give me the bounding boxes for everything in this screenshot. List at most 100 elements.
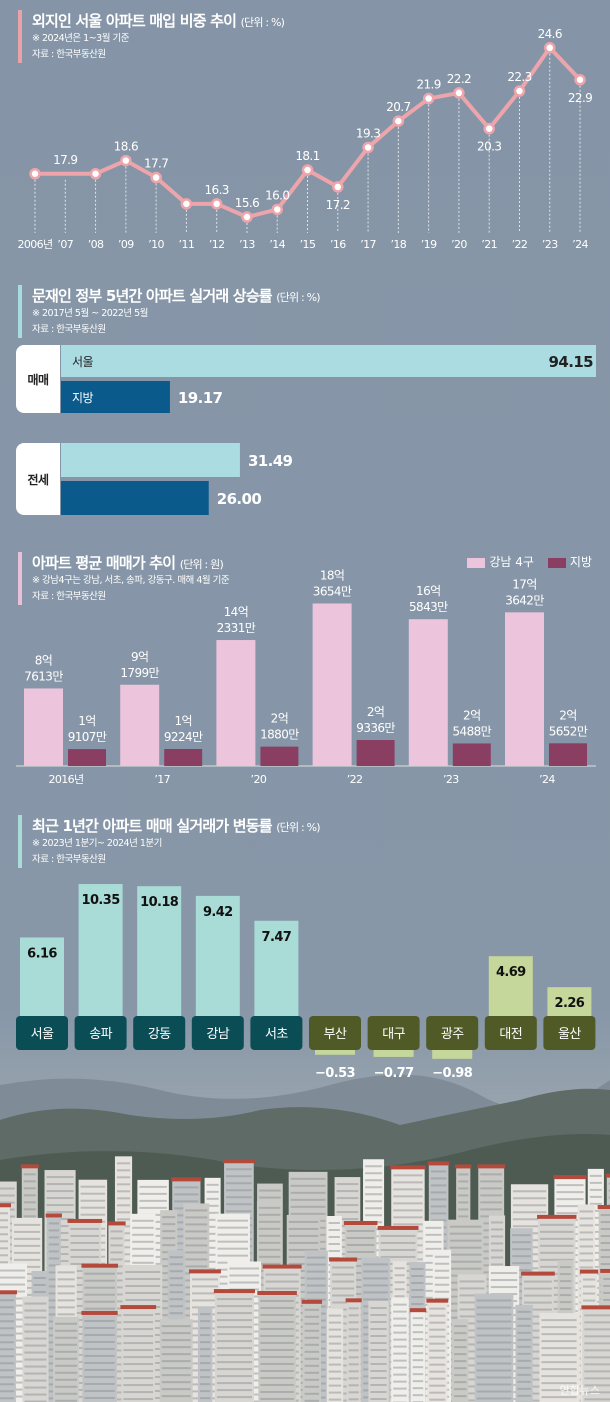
building-windows	[199, 1383, 211, 1386]
building-windows	[46, 1176, 74, 1179]
building-windows	[48, 1243, 59, 1246]
building-windows	[348, 1356, 359, 1359]
building-windows	[0, 1283, 26, 1286]
building	[346, 1301, 361, 1402]
building-windows	[412, 1324, 424, 1327]
building-windows	[348, 1314, 359, 1317]
building-windows	[411, 1268, 424, 1271]
building-windows	[304, 1364, 320, 1367]
bar-value-label: 10.18	[140, 895, 179, 910]
building-windows	[584, 1321, 610, 1324]
building-windows	[584, 1314, 610, 1317]
building-windows	[434, 1283, 450, 1286]
building-windows	[393, 1216, 423, 1219]
building	[214, 1292, 254, 1402]
building-windows	[304, 1308, 320, 1311]
building-windows	[260, 1320, 294, 1323]
building-windows	[24, 1302, 47, 1305]
building-windows	[512, 1276, 531, 1279]
building-windows	[380, 1234, 416, 1237]
building-windows	[411, 1282, 424, 1285]
bar-gangnam	[120, 684, 160, 766]
building-windows	[449, 1225, 482, 1228]
building-windows	[328, 1391, 342, 1394]
data-point	[271, 203, 283, 216]
building-windows	[288, 1290, 319, 1293]
building-windows	[216, 1333, 252, 1336]
building-windows	[55, 1343, 78, 1346]
building-windows	[23, 1180, 36, 1183]
building-windows	[290, 1198, 326, 1201]
bar-value-label: 9336만	[356, 721, 395, 735]
building-windows	[393, 1352, 407, 1355]
data-point	[332, 181, 344, 193]
building-windows	[185, 1223, 208, 1226]
building-windows	[411, 1275, 424, 1278]
building-windows	[0, 1219, 8, 1222]
building-windows	[123, 1342, 154, 1345]
building-windows	[206, 1190, 219, 1193]
building-windows	[434, 1276, 450, 1279]
building-windows	[57, 1306, 75, 1309]
building-windows	[348, 1377, 359, 1380]
building-windows	[328, 1335, 342, 1338]
building-windows	[476, 1299, 512, 1302]
building-windows	[123, 1349, 154, 1352]
building-windows	[512, 1204, 547, 1207]
chart2-header: 문재인 정부 5년간 아파트 실거래 상승률 (단위 : %) ※ 2017년 …	[18, 285, 321, 338]
building-windows	[429, 1370, 446, 1373]
building-windows	[370, 1348, 387, 1351]
building-windows	[169, 1256, 183, 1259]
building-windows	[123, 1314, 154, 1317]
building-windows	[123, 1377, 154, 1380]
building-windows	[185, 1209, 208, 1212]
building-windows	[24, 1309, 47, 1312]
building-windows	[412, 1394, 424, 1397]
building-windows	[393, 1373, 407, 1376]
building-windows	[55, 1329, 78, 1332]
building-windows	[480, 1180, 503, 1183]
category-label: 대구	[382, 1027, 405, 1042]
category-box	[16, 443, 60, 515]
building-windows	[600, 1221, 610, 1224]
building-windows	[84, 1293, 115, 1296]
building-windows	[174, 1200, 199, 1203]
building-roof	[107, 1221, 126, 1226]
building-windows	[608, 1196, 610, 1199]
building-windows	[434, 1290, 450, 1293]
building-windows	[116, 1169, 131, 1172]
building-windows	[589, 1230, 602, 1233]
building-windows	[434, 1269, 450, 1272]
building-windows	[393, 1209, 423, 1212]
building-windows	[332, 1273, 355, 1276]
data-point	[513, 85, 526, 97]
building-windows	[363, 1277, 389, 1280]
data-point	[574, 74, 586, 86]
building-windows	[290, 1184, 326, 1187]
building-windows	[559, 1280, 572, 1283]
building-windows	[328, 1328, 342, 1331]
building-windows	[304, 1371, 320, 1374]
building-windows	[116, 1204, 131, 1207]
chart2-title: 문재인 정부 5년간 아파트 실거래 상승률	[32, 287, 273, 305]
building-windows	[328, 1398, 342, 1401]
building-windows	[603, 1291, 610, 1294]
bar-seoul	[61, 443, 240, 477]
building-windows	[425, 1226, 442, 1229]
building-windows	[132, 1219, 154, 1222]
building-windows	[524, 1378, 552, 1381]
building-windows	[306, 1291, 326, 1294]
building-windows	[33, 1276, 46, 1279]
building-windows	[336, 1197, 359, 1200]
building-windows	[217, 1247, 248, 1250]
building-windows	[328, 1363, 342, 1366]
chart3-note: ※ 강남4구는 강남, 서초, 송파, 강동구. 매해 4월 기준	[32, 575, 230, 586]
building-windows	[48, 1292, 59, 1295]
building-windows	[258, 1220, 281, 1223]
building-windows	[393, 1223, 423, 1226]
data-label: 19.3	[356, 126, 380, 140]
building-windows	[394, 1281, 405, 1284]
building-windows	[541, 1347, 577, 1350]
building-windows	[216, 1375, 252, 1378]
building-windows	[393, 1338, 407, 1341]
